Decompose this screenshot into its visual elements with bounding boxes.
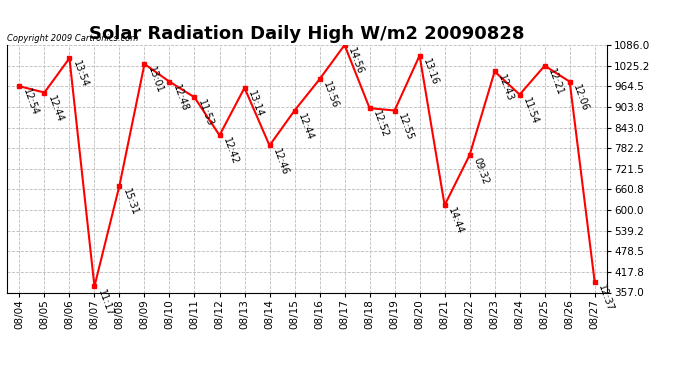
Text: 12:43: 12:43: [496, 73, 515, 102]
Text: 13:56: 13:56: [321, 81, 340, 110]
Text: 13:54: 13:54: [71, 60, 90, 89]
Text: 13:16: 13:16: [421, 57, 440, 86]
Text: Copyright 2009 Cartronics.com: Copyright 2009 Cartronics.com: [7, 33, 138, 42]
Text: 14:44: 14:44: [446, 207, 465, 236]
Text: 11:54: 11:54: [521, 96, 540, 126]
Text: 14:56: 14:56: [346, 46, 365, 76]
Text: 12:44: 12:44: [296, 112, 315, 141]
Text: 13:14: 13:14: [246, 89, 265, 118]
Text: 12:37: 12:37: [596, 284, 615, 313]
Text: 09:32: 09:32: [471, 156, 490, 186]
Text: 12:44: 12:44: [46, 94, 65, 123]
Text: 12:21: 12:21: [546, 67, 565, 97]
Text: 12:52: 12:52: [371, 110, 390, 140]
Text: 12:06: 12:06: [571, 83, 590, 112]
Text: 13:01: 13:01: [146, 65, 165, 95]
Text: 12:48: 12:48: [171, 83, 190, 112]
Text: 12:42: 12:42: [221, 137, 240, 166]
Text: 12:54: 12:54: [21, 88, 40, 117]
Text: 12:46: 12:46: [271, 147, 290, 177]
Text: 15:31: 15:31: [121, 187, 140, 216]
Title: Solar Radiation Daily High W/m2 20090828: Solar Radiation Daily High W/m2 20090828: [89, 26, 525, 44]
Text: 11:53: 11:53: [196, 99, 215, 128]
Text: 11:17: 11:17: [96, 288, 115, 317]
Text: 12:55: 12:55: [396, 112, 415, 142]
